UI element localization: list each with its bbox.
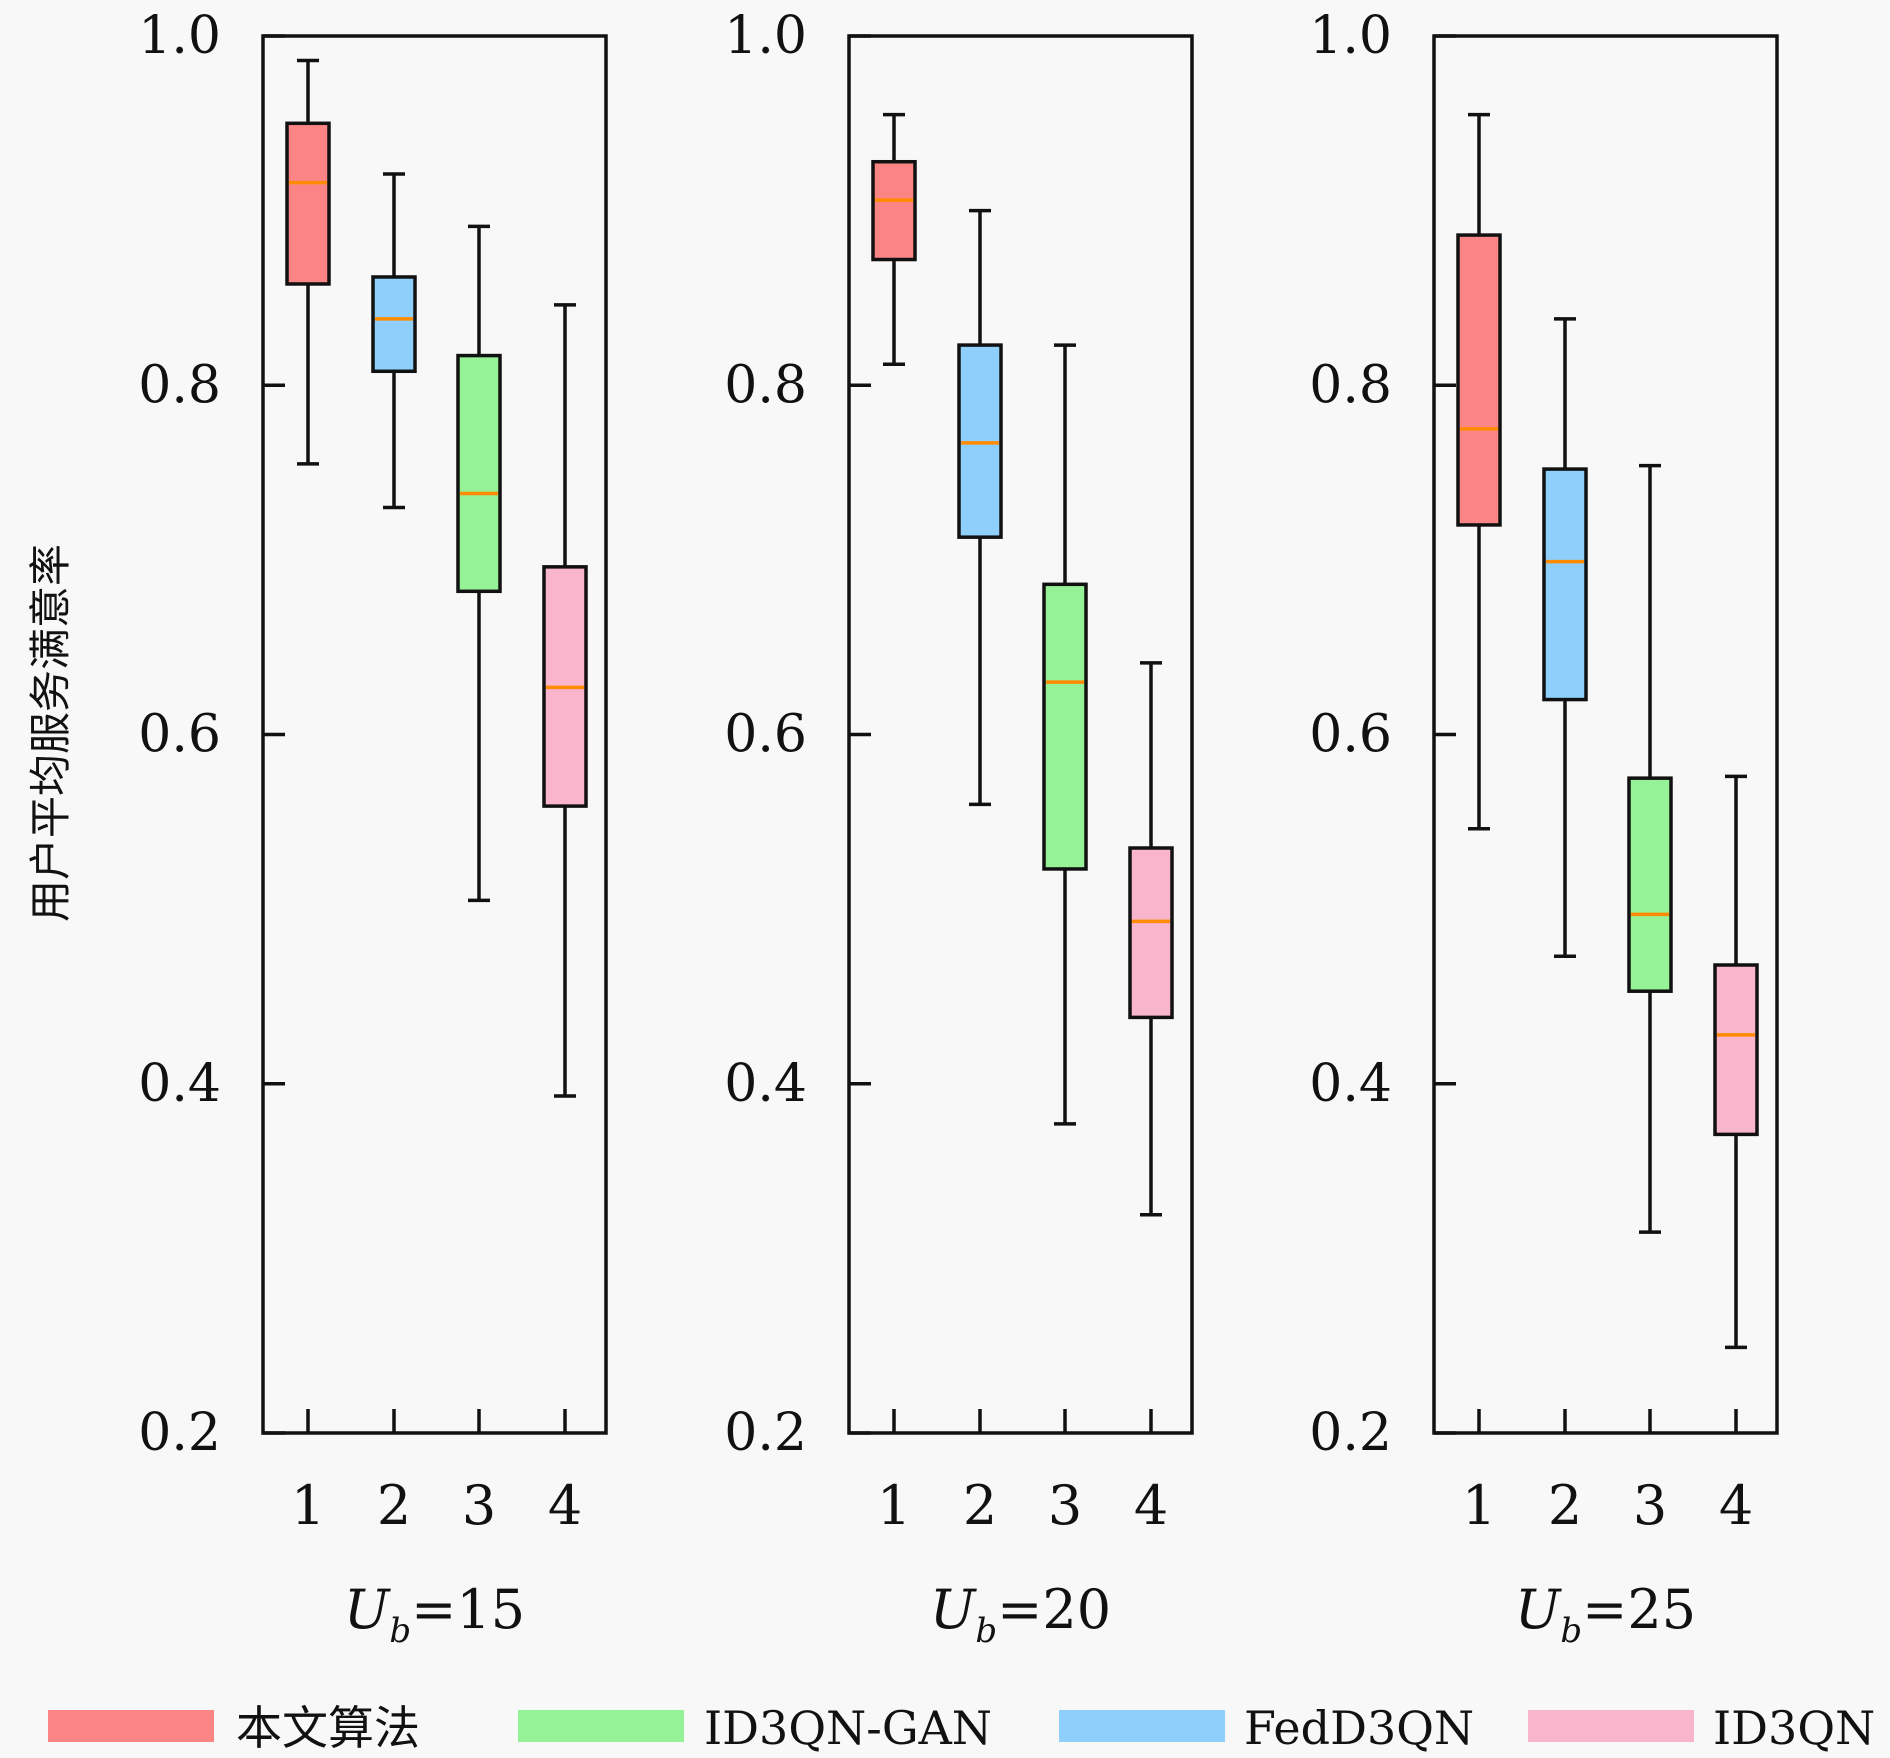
box-3-1 <box>1456 112 1502 831</box>
box-iqr <box>871 159 917 262</box>
legend-label: ID3QN-GAN <box>704 1701 992 1755</box>
y-tick-label: 0.6 <box>1309 705 1392 765</box>
x-tick-label: 3 <box>1633 1474 1667 1537</box>
legend-swatch <box>48 1710 214 1742</box>
y-tick-label: 0.6 <box>724 705 807 765</box>
panel-label-var: U <box>344 1578 391 1641</box>
y-tick-label: 0.4 <box>138 1054 221 1114</box>
legend-item-4: ID3QN <box>1528 1701 1875 1755</box>
panel-label-value: =25 <box>1582 1578 1696 1641</box>
y-tick-label: 0.2 <box>724 1403 807 1463</box>
box-3-3 <box>1627 463 1673 1234</box>
y-tick-label: 0.2 <box>1309 1403 1392 1463</box>
chart-panel-1: 0.2 0.4 0.6 0.8 1.0 1 2 3 4 Ub=15 <box>138 6 608 1651</box>
y-tick-label: 1.0 <box>724 6 807 66</box>
y-tick-label: 1.0 <box>1309 6 1392 66</box>
chart-panel-3: 0.2 0.4 0.6 0.8 1.0 1 2 3 4 Ub=25 <box>1309 6 1779 1651</box>
panel-label-sub: b <box>389 1611 411 1651</box>
panel-label-value: =20 <box>997 1578 1111 1641</box>
box-1-4 <box>542 303 588 1098</box>
panel-label-var: U <box>930 1578 977 1641</box>
box-2-4 <box>1128 661 1174 1217</box>
box-iqr <box>1042 582 1088 871</box>
legend-swatch <box>1528 1710 1694 1742</box>
box-3-2 <box>1542 317 1588 959</box>
box-1-2 <box>371 172 417 510</box>
y-tick-label: 0.8 <box>724 355 807 415</box>
x-tick-label: 2 <box>963 1474 997 1537</box>
box-iqr <box>285 121 331 286</box>
legend-label: ID3QN <box>1713 1701 1875 1755</box>
x-tick-label: 1 <box>1462 1474 1496 1537</box>
y-tick-label: 0.4 <box>1309 1054 1392 1114</box>
x-tick-label: 2 <box>377 1474 411 1537</box>
legend-item-3: FedD3QN <box>1059 1701 1474 1755</box>
x-tick-label: 1 <box>291 1474 325 1537</box>
y-tick-label: 1.0 <box>138 6 221 66</box>
x-tick-label: 2 <box>1548 1474 1582 1537</box>
y-tick-label: 0.4 <box>724 1054 807 1114</box>
box-3-4 <box>1713 774 1759 1350</box>
box-2-3 <box>1042 343 1088 1126</box>
box-1-1 <box>285 58 331 466</box>
box-1-3 <box>456 224 502 903</box>
panel-label-var: U <box>1515 1578 1562 1641</box>
box-iqr <box>1128 846 1174 1020</box>
x-tick-label: 3 <box>462 1474 496 1537</box>
legend-item-1: 本文算法 <box>48 1701 420 1755</box>
x-tick-label: 3 <box>1048 1474 1082 1537</box>
box-2-2 <box>957 208 1003 807</box>
box-2-1 <box>871 112 917 367</box>
y-axis-title: 用户平均服务满意率 <box>26 544 75 922</box>
x-tick-label: 4 <box>1719 1474 1753 1537</box>
x-tick-label: 4 <box>1134 1474 1168 1537</box>
panel-label-sub: b <box>1560 1611 1582 1651</box>
panel-label-value: =15 <box>411 1578 525 1641</box>
y-tick-label: 0.6 <box>138 705 221 765</box>
legend-label: 本文算法 <box>236 1701 420 1755</box>
chart-panel-2: 0.2 0.4 0.6 0.8 1.0 1 2 3 4 Ub=20 <box>724 6 1194 1651</box>
panel-label: Ub=15 <box>344 1578 525 1651</box>
panel-label: Ub=20 <box>930 1578 1111 1651</box>
legend-swatch <box>1059 1710 1225 1742</box>
box-iqr <box>1456 233 1502 527</box>
box-iqr <box>1627 776 1673 993</box>
y-tick-label: 0.8 <box>1309 355 1392 415</box>
y-tick-label: 0.8 <box>138 355 221 415</box>
chart-panels: 0.20.40.60.81.01 2 3 4Ub=150.20.40.60.81.01… <box>138 6 1779 1651</box>
y-tick-label: 0.2 <box>138 1403 221 1463</box>
x-tick-label: 4 <box>548 1474 582 1537</box>
box-iqr <box>456 353 502 594</box>
legend-swatch <box>518 1710 684 1742</box>
box-iqr <box>1713 963 1759 1137</box>
panel-label-sub: b <box>975 1611 997 1651</box>
box-iqr <box>371 275 417 374</box>
panel-label: Ub=25 <box>1515 1578 1696 1651</box>
legend: 本文算法 ID3QN-GAN FedD3QN ID3QN <box>48 1701 1875 1755</box>
box-iqr <box>1542 467 1588 702</box>
legend-label: FedD3QN <box>1244 1701 1474 1755</box>
legend-item-2: ID3QN-GAN <box>518 1701 992 1755</box>
x-tick-label: 1 <box>877 1474 911 1537</box>
